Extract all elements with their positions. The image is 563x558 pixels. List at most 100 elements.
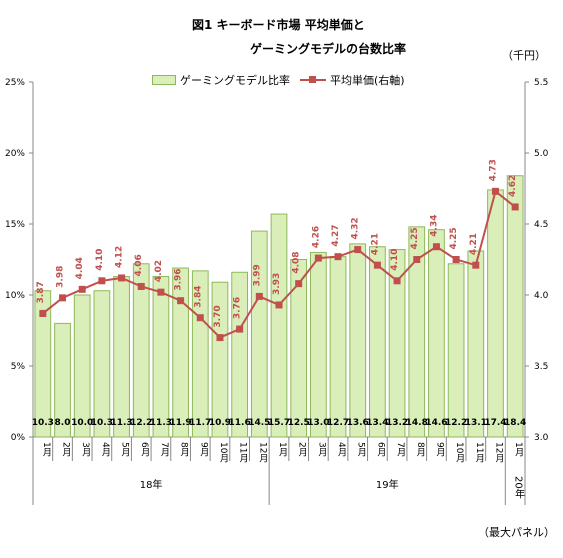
- price-point: [98, 277, 106, 285]
- category-label: 1月: [41, 442, 52, 458]
- left-axis-tick-label: 0%: [11, 433, 26, 443]
- category-label: 9月: [434, 442, 445, 458]
- bar: [132, 263, 150, 438]
- category-label: 11月: [238, 442, 249, 463]
- legend-line-label: 平均単価(右軸): [330, 74, 405, 87]
- price-point: [275, 301, 283, 309]
- year-label: 20年: [513, 476, 525, 500]
- price-point: [196, 314, 204, 322]
- price-value-label: 4.34: [429, 215, 439, 237]
- price-value-label: 4.21: [370, 233, 380, 255]
- bar: [290, 259, 308, 438]
- bar: [506, 175, 524, 438]
- category-label: 5月: [120, 442, 131, 458]
- bar-value-label: 17.4: [484, 418, 506, 428]
- right-axis-tick-label: 3.5: [534, 362, 548, 372]
- bar-value-label: 13.6: [347, 418, 369, 428]
- bar-value-label: 8.0: [55, 418, 71, 428]
- right-axis-tick-label: 3.0: [534, 433, 549, 443]
- bar-value-label: 12.2: [130, 418, 152, 428]
- bar-value-label: 11.3: [110, 418, 132, 428]
- price-point: [491, 187, 499, 195]
- bar: [231, 271, 249, 438]
- price-value-label: 3.87: [36, 281, 46, 303]
- bar-value-label: 12.7: [327, 418, 349, 428]
- right-axis-tick-label: 4.5: [534, 220, 548, 230]
- price-point: [373, 261, 381, 269]
- price-value-label: 4.27: [331, 224, 341, 246]
- right-axis-tick-label: 4.0: [534, 291, 549, 301]
- bar-value-label: 15.7: [268, 418, 290, 428]
- price-point: [393, 277, 401, 285]
- bar: [34, 290, 52, 438]
- bar-value-label: 13.0: [307, 418, 329, 428]
- bar: [408, 226, 426, 438]
- price-point: [511, 203, 519, 211]
- right-axis-unit: （千円）: [502, 49, 546, 62]
- price-value-label: 4.25: [410, 227, 420, 249]
- price-point: [177, 297, 185, 305]
- price-point: [59, 294, 67, 302]
- bar: [152, 276, 170, 438]
- category-label: 12月: [257, 442, 268, 463]
- bar: [428, 229, 445, 438]
- price-value-label: 4.02: [154, 260, 164, 282]
- bar: [329, 256, 347, 438]
- bar: [388, 249, 406, 438]
- category-label: 10月: [454, 442, 465, 463]
- category-label: 4月: [336, 442, 347, 458]
- price-point: [295, 280, 303, 288]
- legend-line-entry: 平均単価(右軸): [300, 72, 405, 88]
- category-label: 9月: [198, 442, 209, 458]
- category-label: 11月: [474, 442, 485, 463]
- left-axis-tick-label: 15%: [5, 220, 25, 230]
- category-label: 5月: [356, 442, 367, 458]
- legend-bar-swatch: [152, 75, 176, 85]
- price-value-label: 3.76: [233, 297, 243, 319]
- bar: [467, 250, 485, 438]
- price-point: [354, 246, 362, 254]
- price-value-label: 3.93: [272, 273, 282, 295]
- category-label: 6月: [139, 442, 150, 458]
- legend-bar-label: ゲーミングモデル比率: [180, 74, 290, 87]
- price-point: [334, 253, 342, 261]
- price-value-label: 4.32: [351, 217, 361, 239]
- bar: [349, 243, 367, 438]
- price-point: [78, 285, 86, 293]
- year-label: 18年: [140, 478, 163, 491]
- bar-value-label: 10.0: [71, 418, 93, 428]
- category-label: 7月: [395, 442, 406, 458]
- bar: [309, 251, 327, 438]
- price-point: [157, 288, 165, 296]
- chart-title-line1: 図1 キーボード市場 平均単価と: [192, 18, 365, 32]
- bar-value-label: 14.8: [406, 418, 428, 428]
- price-value-label: 4.25: [449, 227, 459, 249]
- bar: [487, 189, 504, 438]
- right-axis-tick-label: 5.5: [534, 78, 548, 88]
- category-label: 3月: [80, 442, 91, 458]
- bar-value-label: 11.3: [150, 418, 172, 428]
- bar-value-label: 13.1: [465, 418, 487, 428]
- price-value-label: 4.06: [134, 254, 144, 276]
- bar: [73, 294, 91, 438]
- category-label: 8月: [179, 442, 190, 458]
- price-value-label: 4.12: [115, 246, 125, 268]
- bar-value-label: 13.4: [366, 418, 388, 428]
- price-point: [236, 325, 244, 333]
- price-point: [432, 243, 440, 251]
- category-label: 2月: [297, 442, 308, 458]
- bar: [113, 276, 130, 438]
- category-label: 12月: [493, 442, 504, 463]
- price-value-label: 3.99: [252, 264, 262, 286]
- bar: [211, 281, 229, 438]
- price-point: [39, 309, 47, 317]
- category-label: 2月: [61, 442, 72, 458]
- bar: [369, 246, 386, 438]
- left-axis-tick-label: 25%: [5, 78, 25, 88]
- legend-bar-entry: ゲーミングモデル比率: [152, 72, 290, 88]
- price-point: [255, 292, 263, 300]
- price-value-label: 3.98: [56, 266, 66, 288]
- bar: [270, 213, 288, 438]
- legend-line-swatch: [300, 74, 326, 86]
